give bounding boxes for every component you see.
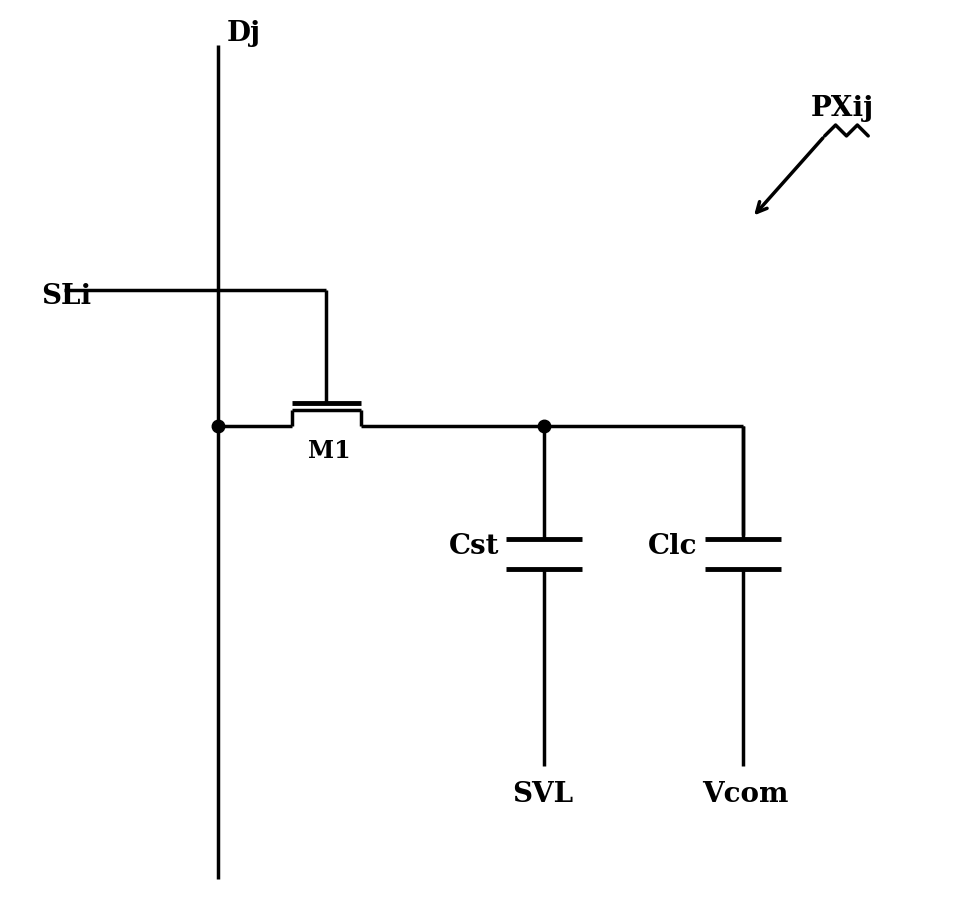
- Text: PXij: PXij: [811, 95, 873, 122]
- Text: Cst: Cst: [448, 534, 499, 561]
- Text: Clc: Clc: [647, 534, 697, 561]
- Text: Dj: Dj: [227, 20, 260, 47]
- Text: SLi: SLi: [41, 283, 91, 310]
- Text: SVL: SVL: [511, 781, 573, 808]
- Text: Vcom: Vcom: [701, 781, 788, 808]
- Text: M1: M1: [308, 439, 350, 463]
